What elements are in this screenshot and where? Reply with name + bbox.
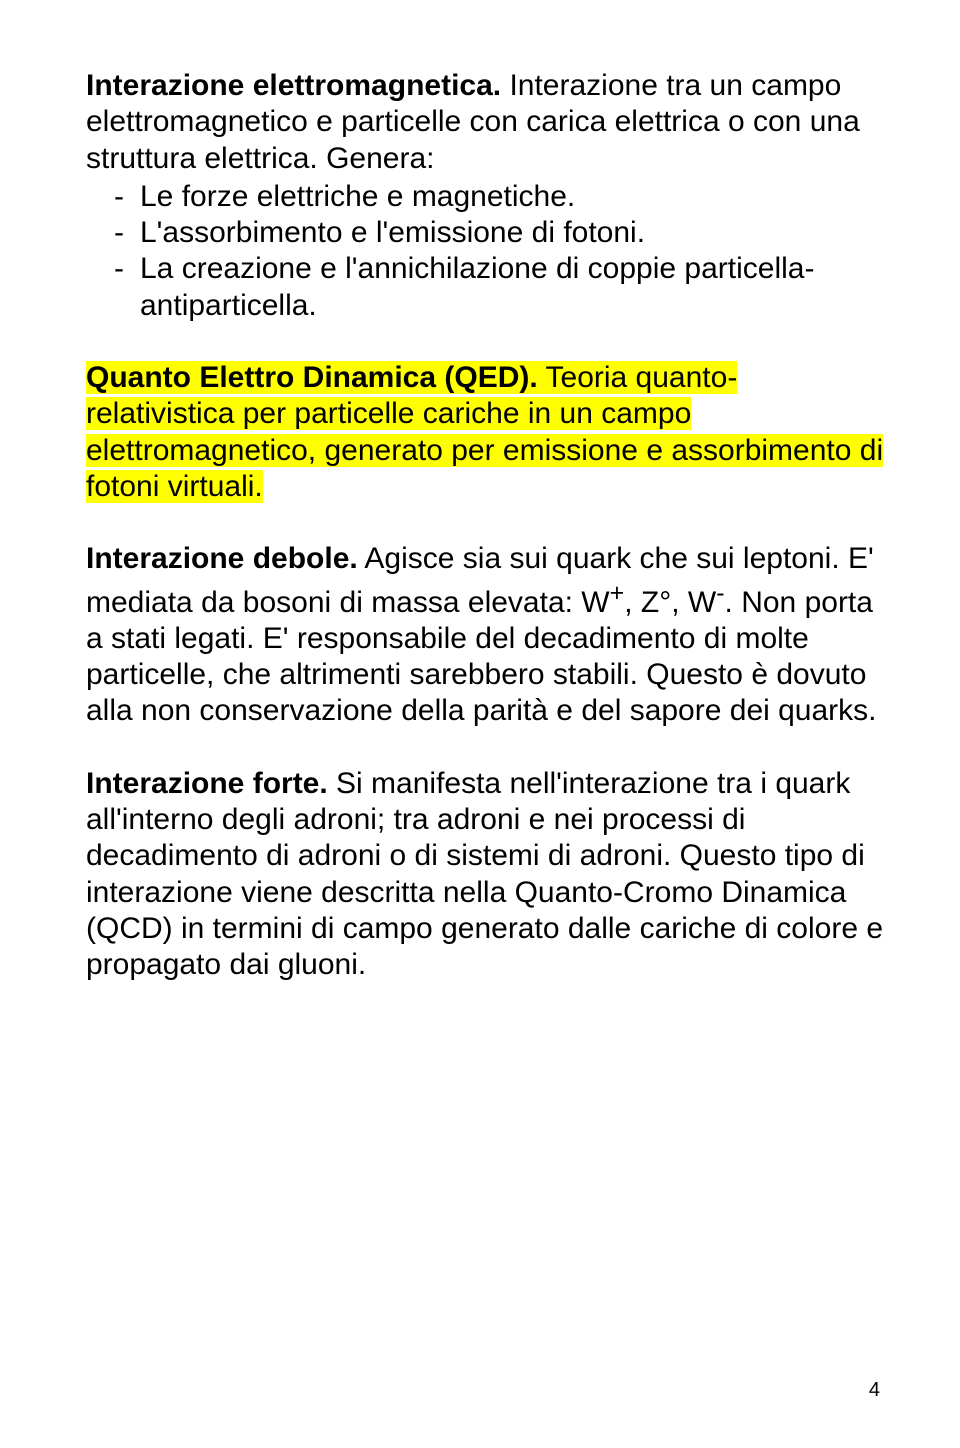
dash-icon: - <box>114 251 140 324</box>
superscript-minus: - <box>716 579 724 607</box>
superscript-plus: + <box>610 579 625 607</box>
heading-electromagnetic: Interazione elettromagnetica. <box>86 69 501 102</box>
bullet-item-1: - Le forze elettriche e magnetiche. <box>86 179 884 215</box>
paragraph-electromagnetic: Interazione elettromagnetica. Interazion… <box>86 68 884 324</box>
bullet-text-1: Le forze elettriche e magnetiche. <box>140 179 575 215</box>
paragraph-qed: Quanto Elettro Dinamica (QED). Teoria qu… <box>86 360 884 505</box>
heading-strong: Interazione forte. <box>86 767 328 800</box>
body-weak-2: , Z°, W <box>624 586 716 619</box>
page-container: Interazione elettromagnetica. Interazion… <box>0 0 960 1448</box>
heading-qed: Quanto Elettro Dinamica (QED). <box>86 361 538 394</box>
bullet-text-2: L'assorbimento e l'emissione di fotoni. <box>140 215 645 251</box>
paragraph-weak: Interazione debole. Agisce sia sui quark… <box>86 541 884 729</box>
dash-icon: - <box>114 179 140 215</box>
bullet-item-2: - L'assorbimento e l'emissione di fotoni… <box>86 215 884 251</box>
dash-icon: - <box>114 215 140 251</box>
highlight-qed: Quanto Elettro Dinamica (QED). Teoria qu… <box>86 361 883 503</box>
bullet-text-3: La creazione e l'annichilazione di coppi… <box>140 251 884 324</box>
heading-weak: Interazione debole. <box>86 542 358 575</box>
page-number: 4 <box>869 1379 880 1402</box>
paragraph-strong: Interazione forte. Si manifesta nell'int… <box>86 766 884 984</box>
bullet-item-3: - La creazione e l'annichilazione di cop… <box>86 251 884 324</box>
bullet-list: - Le forze elettriche e magnetiche. - L'… <box>86 179 884 324</box>
